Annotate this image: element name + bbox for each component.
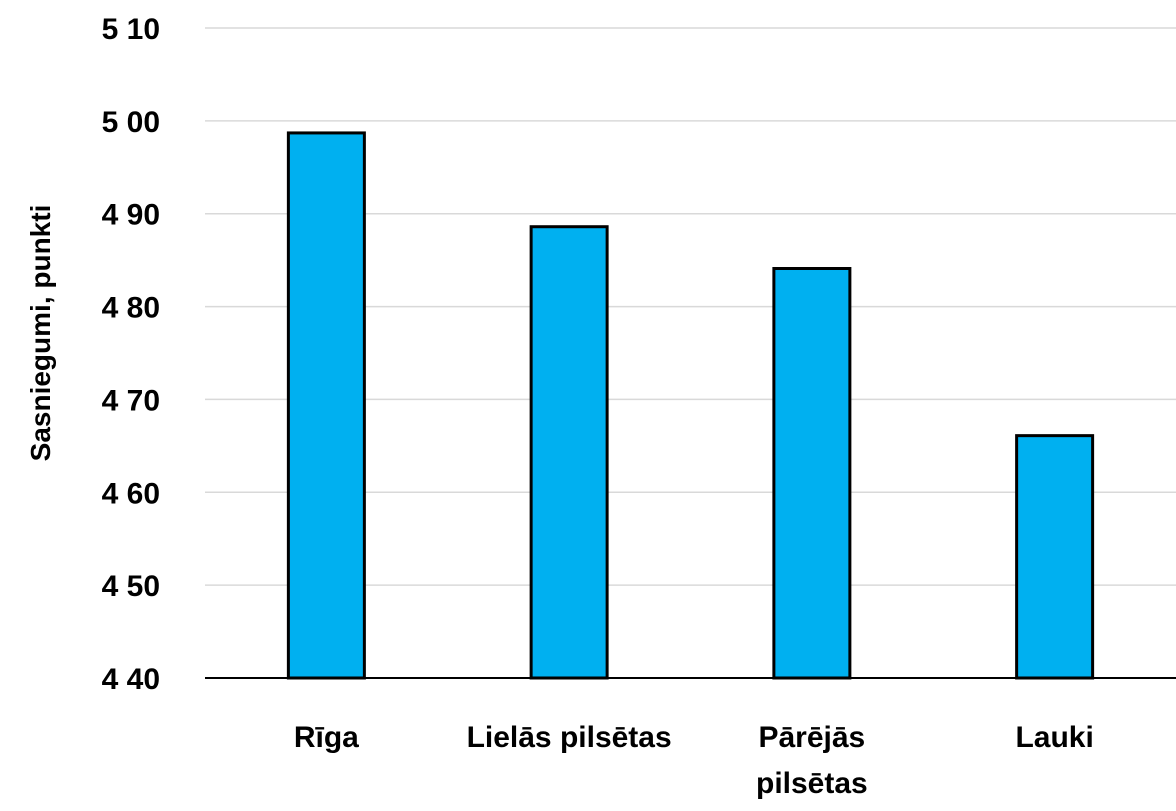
x-tick-label: Rīga — [294, 721, 359, 754]
y-tick-label: 4 70 — [102, 384, 160, 417]
bar — [286, 131, 366, 680]
y-tick-label: 4 80 — [102, 292, 160, 325]
y-tick-label: 4 90 — [102, 199, 160, 232]
y-tick-label: 4 60 — [102, 477, 160, 510]
x-tick-label: Lielās pilsētas — [467, 721, 672, 754]
gridlines — [205, 27, 1176, 586]
bars — [286, 131, 1095, 680]
bar — [772, 267, 852, 680]
x-tick-labels: Rīga Lielās pilsētas Pārējās pilsētas Lauki — [294, 721, 1094, 800]
bar — [1015, 434, 1095, 680]
y-tick-label: 5 00 — [102, 106, 160, 139]
bar — [529, 225, 609, 680]
x-tick-label: Pārējās pilsētas — [756, 721, 868, 800]
y-tick-label: 5 10 — [102, 13, 160, 46]
y-tick-label: 4 40 — [102, 663, 160, 696]
x-tick-label: Lauki — [1015, 721, 1093, 754]
y-tick-labels: 4 40 4 50 4 60 4 70 4 80 4 90 5 00 5 10 — [102, 13, 160, 696]
y-tick-label: 4 50 — [102, 570, 160, 603]
y-axis-label: Sasniegumi, punkti — [25, 205, 56, 462]
